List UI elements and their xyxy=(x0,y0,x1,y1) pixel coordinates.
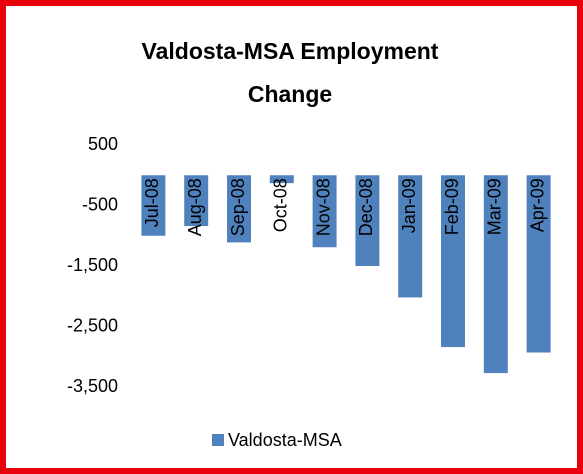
x-tick-label: Sep-08 xyxy=(228,178,248,236)
x-tick-label: Feb-09 xyxy=(442,178,462,235)
y-tick-label: -500 xyxy=(82,194,118,214)
bar xyxy=(141,175,166,236)
x-tick-label: Oct-08 xyxy=(271,178,291,232)
x-tick-label: Apr-09 xyxy=(527,178,547,232)
bar xyxy=(441,175,465,348)
y-tick-label: -3,500 xyxy=(67,376,118,396)
x-tick-label: Mar-09 xyxy=(485,178,505,235)
bar xyxy=(398,175,423,298)
bar xyxy=(269,175,294,184)
bar xyxy=(184,175,209,227)
chart-title: Valdosta-MSA Employment Change xyxy=(141,38,439,107)
y-tick-label: 500 xyxy=(88,134,118,154)
x-tick-label: Jan-09 xyxy=(399,178,419,233)
bar xyxy=(526,175,551,353)
x-tick-label: Dec-08 xyxy=(356,178,376,236)
bar xyxy=(227,175,251,243)
x-tick-label: Nov-08 xyxy=(313,178,333,236)
bar xyxy=(312,175,337,248)
bar xyxy=(483,175,508,374)
bar xyxy=(355,175,380,266)
y-tick-label: -2,500 xyxy=(67,315,118,335)
y-tick-label: -1,500 xyxy=(67,255,118,275)
legend-swatch xyxy=(212,434,224,446)
x-tick-label: Jul-08 xyxy=(142,178,162,227)
x-tick-label: Aug-08 xyxy=(185,178,205,236)
legend-label: Valdosta-MSA xyxy=(228,430,342,450)
